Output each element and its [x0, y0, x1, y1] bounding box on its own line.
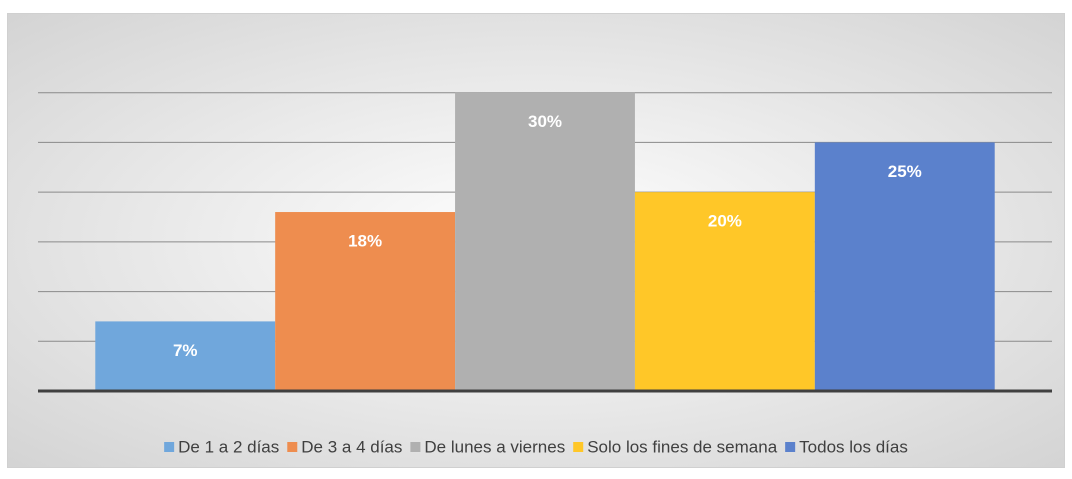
bar: [814, 142, 995, 391]
data-label: 18%: [348, 232, 382, 251]
legend-marker: [573, 442, 584, 452]
bar: [275, 212, 456, 391]
data-label: 25%: [888, 162, 922, 181]
legend-marker: [785, 442, 796, 452]
bar: [95, 321, 276, 391]
legend-label: De 3 a 4 días: [301, 437, 402, 456]
legend-label: Solo los fines de semana: [587, 437, 777, 456]
bar: [455, 92, 635, 391]
data-label: 20%: [708, 212, 742, 231]
data-label: 7%: [173, 341, 198, 360]
legend-label: De 1 a 2 días: [178, 437, 279, 456]
legend-label: De lunes a viernes: [424, 437, 565, 456]
data-label: 30%: [528, 112, 562, 131]
bar: [634, 192, 815, 391]
legend-marker: [410, 442, 421, 452]
legend-marker: [164, 442, 175, 452]
legend-marker: [287, 442, 298, 452]
legend-label: Todos los días: [799, 437, 908, 456]
